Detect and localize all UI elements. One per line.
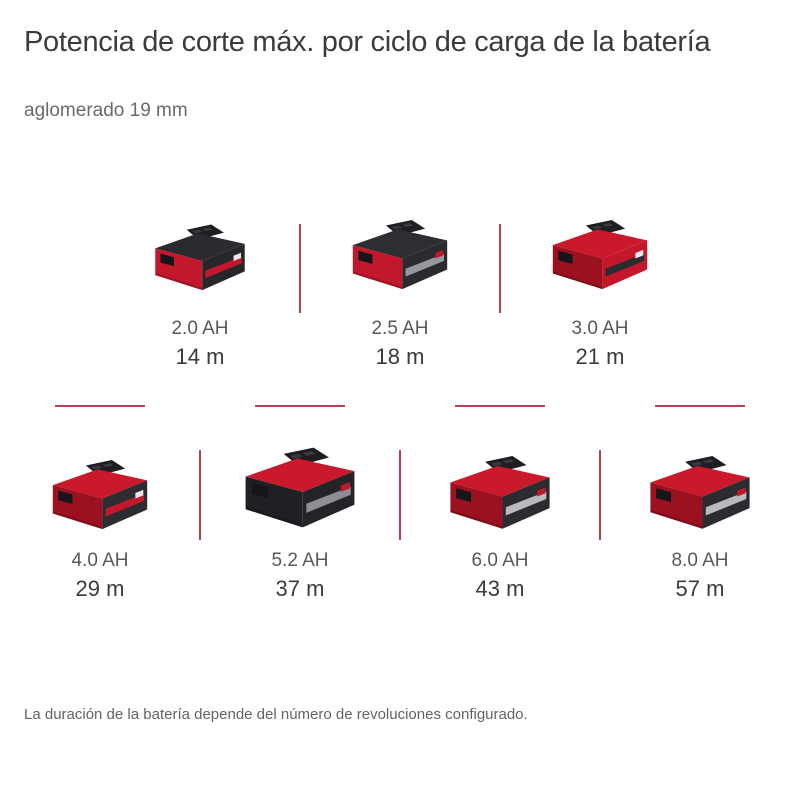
runtime-value: 29 m [75, 576, 125, 601]
capacity-label: 3.0 AH [571, 318, 629, 339]
runtime-value: 37 m [275, 576, 325, 601]
capacity-label: 5.2 AH [271, 550, 329, 571]
capacity-label: 6.0 AH [471, 550, 529, 571]
battery-item-3-0-ah: 3.0 AH 21 m [500, 210, 700, 370]
battery-image [232, 438, 368, 542]
battery-item-6-0-ah: 6.0 AH 43 m [400, 438, 600, 602]
runtime-value: 43 m [475, 576, 525, 601]
battery-item-2-0-ah: 2.0 AH 14 m [100, 210, 300, 370]
runtime-value: 14 m [175, 344, 225, 369]
separator-vertical [299, 224, 301, 313]
battery-icon [552, 219, 648, 290]
battery-item-4-0-ah: 4.0 AH 29 m [0, 438, 200, 602]
battery-icon [450, 455, 550, 529]
battery-image [341, 210, 459, 302]
runtime-value: 18 m [375, 344, 425, 369]
runtime-value: 57 m [675, 576, 725, 601]
capacity-label: 2.0 AH [171, 318, 229, 339]
separator-vertical [599, 450, 601, 540]
capacity-label: 4.0 AH [71, 550, 129, 571]
battery-image [41, 438, 159, 542]
battery-image [144, 210, 256, 302]
separator-horizontal [455, 405, 545, 407]
page-title: Potencia de corte máx. por ciclo de carg… [24, 26, 711, 58]
separator-vertical [199, 450, 201, 540]
separator-horizontal [255, 405, 345, 407]
separator-horizontal [55, 405, 145, 407]
battery-item-2-5-ah: 2.5 AH 18 m [300, 210, 500, 370]
battery-image [638, 438, 762, 542]
capacity-label: 2.5 AH [371, 318, 429, 339]
capacity-label: 8.0 AH [671, 550, 729, 571]
battery-item-5-2-ah: 5.2 AH 37 m [200, 438, 400, 602]
battery-image [541, 210, 659, 302]
runtime-value: 21 m [575, 344, 625, 369]
battery-item-8-0-ah: 8.0 AH 57 m [600, 438, 800, 602]
separator-vertical [399, 450, 401, 540]
separator-horizontal [655, 405, 745, 407]
battery-icon [52, 459, 148, 530]
battery-icon [245, 447, 355, 528]
battery-icon [650, 455, 750, 529]
battery-icon [352, 219, 448, 290]
battery-image [438, 438, 562, 542]
separator-vertical [499, 224, 501, 313]
footnote-text: La duración de la batería depende del nú… [24, 706, 528, 723]
battery-icon [155, 224, 245, 291]
page-subtitle: aglomerado 19 mm [24, 100, 188, 121]
